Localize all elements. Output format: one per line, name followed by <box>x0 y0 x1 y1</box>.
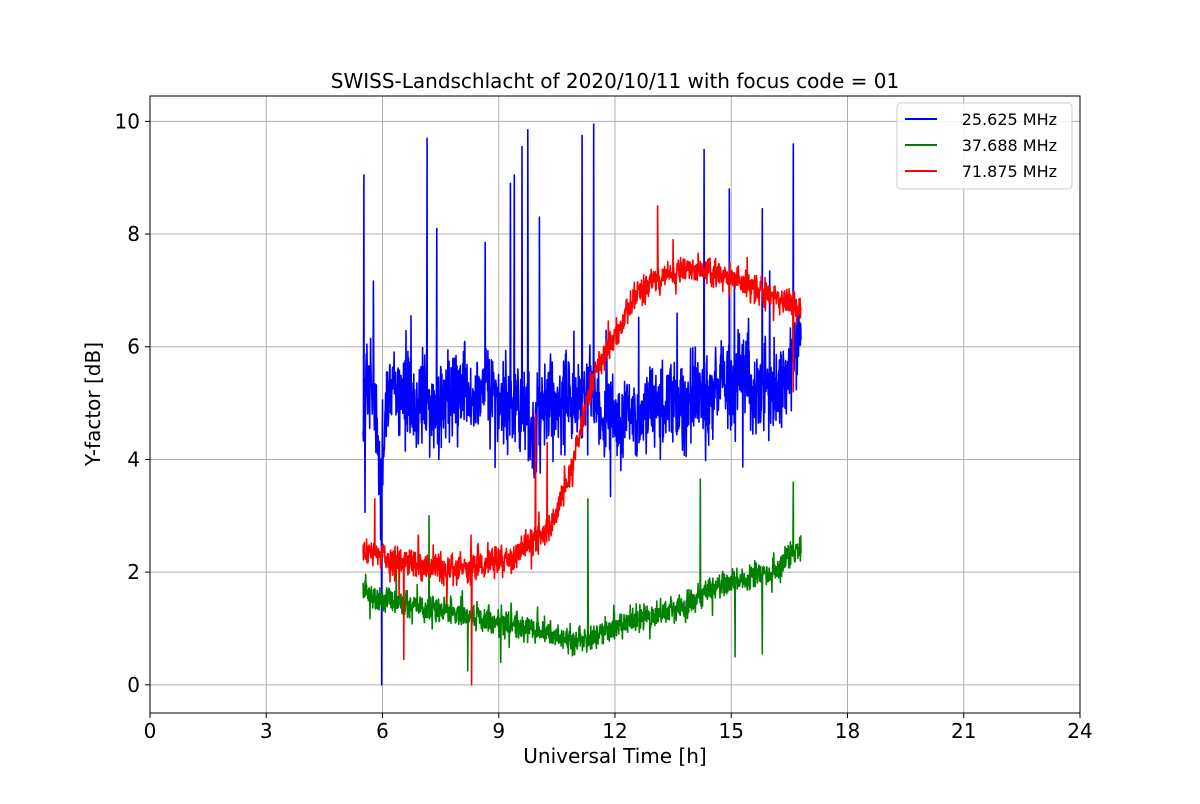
x-tick-label: 18 <box>835 719 860 743</box>
legend-label: 37.688 MHz <box>962 136 1057 155</box>
series-line <box>362 123 802 686</box>
chart-title: SWISS-Landschlacht of 2020/10/11 with fo… <box>331 69 899 93</box>
series-line <box>362 205 802 686</box>
y-tick-label: 4 <box>127 447 140 471</box>
x-tick-label: 3 <box>260 719 273 743</box>
legend: 25.625 MHz 37.688 MHz 71.875 MHz <box>896 102 1073 190</box>
x-tick-label: 15 <box>719 719 744 743</box>
legend-box <box>896 102 1073 190</box>
x-tick-label: 12 <box>602 719 627 743</box>
y-axis-label: Y-factor [dB] <box>81 342 105 467</box>
x-tick-label: 9 <box>492 719 505 743</box>
y-tick-label: 8 <box>127 222 140 246</box>
legend-label: 71.875 MHz <box>962 162 1057 181</box>
x-tick-label: 6 <box>376 719 389 743</box>
series-line <box>362 478 802 672</box>
y-tick-label: 10 <box>115 109 140 133</box>
x-tick-label: 24 <box>1067 719 1092 743</box>
y-tick-label: 2 <box>127 560 140 584</box>
y-tick-label: 0 <box>127 673 140 697</box>
x-tick-label: 21 <box>951 719 976 743</box>
x-axis-label: Universal Time [h] <box>523 744 706 768</box>
y-tick-label: 6 <box>127 335 140 359</box>
series-layer <box>362 123 802 686</box>
legend-label: 25.625 MHz <box>962 110 1057 129</box>
x-tick-label: 0 <box>144 719 157 743</box>
